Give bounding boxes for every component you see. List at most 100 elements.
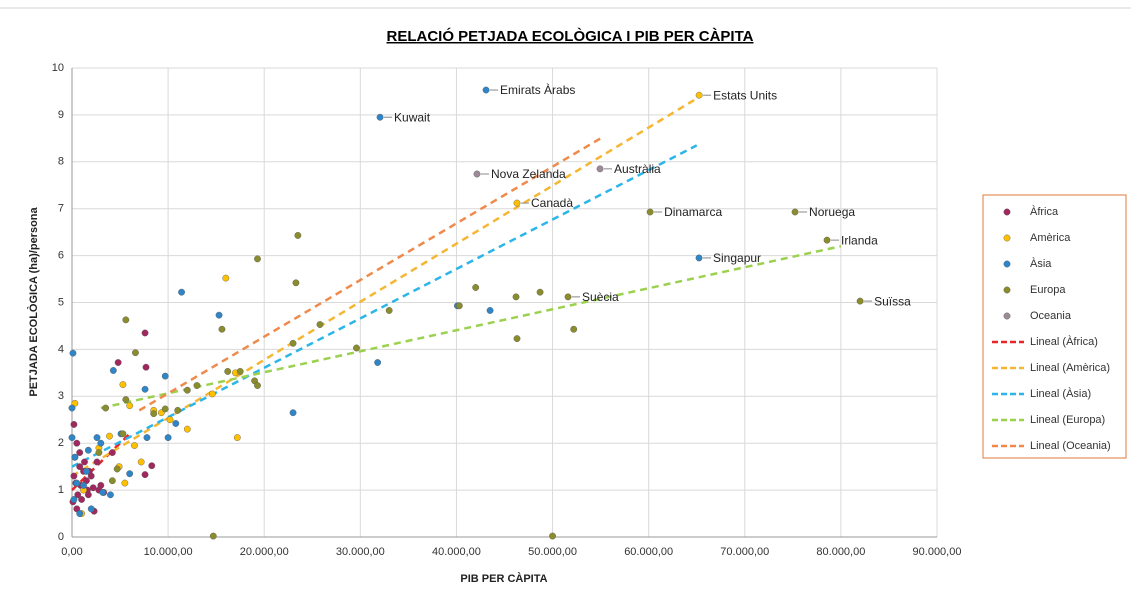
scatter-point bbox=[68, 404, 76, 412]
scatter-point bbox=[294, 232, 302, 239]
scatter-point bbox=[174, 406, 182, 414]
scatter-point bbox=[374, 359, 382, 366]
scatter-point bbox=[70, 496, 78, 503]
x-tick-label: 10.000,00 bbox=[144, 546, 193, 558]
scatter-point bbox=[80, 482, 87, 489]
legend-marker bbox=[1003, 234, 1011, 242]
point-label: Nova Zelanda bbox=[491, 167, 566, 181]
y-axis-label: PETJADA ECOLÒGICA (ha)/persona bbox=[27, 206, 40, 396]
scatter-point bbox=[233, 434, 241, 441]
scatter-point bbox=[570, 325, 578, 333]
y-tick-label: 2 bbox=[58, 437, 64, 449]
scatter-point bbox=[209, 532, 217, 540]
scatter-point bbox=[193, 382, 201, 389]
x-tick-label: 80.000,00 bbox=[816, 546, 865, 558]
scatter-point bbox=[107, 491, 114, 499]
scatter-point bbox=[482, 86, 490, 94]
x-tick-label: 40.000,00 bbox=[432, 546, 481, 558]
scatter-point bbox=[102, 404, 110, 412]
point-label: Dinamarca bbox=[664, 205, 722, 219]
scatter-point bbox=[126, 402, 134, 410]
legend-marker bbox=[1003, 286, 1011, 294]
scatter-point bbox=[376, 113, 384, 121]
scatter-point bbox=[71, 453, 79, 461]
scatter-point bbox=[512, 293, 520, 301]
scatter-point bbox=[596, 165, 604, 173]
point-label: Emirats Àrabs bbox=[500, 82, 575, 97]
scatter-point bbox=[89, 484, 97, 492]
legend-label: Lineal (Àsia) bbox=[1030, 387, 1091, 400]
point-label: Irlanda bbox=[841, 233, 878, 247]
scatter-point bbox=[513, 199, 521, 207]
x-tick-label: 50.000,00 bbox=[528, 546, 577, 558]
scatter-point bbox=[119, 430, 127, 438]
scatter-point bbox=[353, 344, 360, 352]
scatter-point bbox=[78, 496, 86, 503]
scatter-point bbox=[87, 505, 95, 513]
scatter-point bbox=[316, 321, 324, 328]
legend-marker bbox=[1003, 312, 1011, 320]
x-axis-label: PIB PER CÀPITA bbox=[460, 572, 547, 585]
scatter-point bbox=[141, 471, 149, 479]
scatter-point bbox=[208, 390, 216, 398]
scatter-point bbox=[564, 293, 572, 301]
scatter-point bbox=[121, 479, 129, 487]
scatter-point bbox=[114, 359, 122, 366]
scatter-point bbox=[791, 208, 799, 216]
point-label: Austràlia bbox=[614, 162, 661, 176]
scatter-point bbox=[122, 316, 130, 324]
y-tick-label: 9 bbox=[58, 109, 64, 121]
trend-line bbox=[71, 432, 131, 491]
scatter-point bbox=[108, 477, 116, 485]
legend-label: Oceania bbox=[1030, 310, 1072, 322]
scatter-point bbox=[254, 382, 261, 389]
trend-line bbox=[138, 137, 602, 412]
point-label: Noruega bbox=[809, 205, 855, 219]
x-tick-label: 60.000,00 bbox=[624, 546, 673, 558]
y-tick-label: 5 bbox=[58, 296, 64, 308]
scatter-point bbox=[513, 335, 521, 343]
scatter-point bbox=[142, 363, 150, 371]
point-label: Estats Units bbox=[713, 88, 777, 102]
scatter-point bbox=[76, 449, 84, 456]
scatter-point bbox=[109, 367, 117, 374]
legend-marker bbox=[1003, 208, 1011, 216]
legend-marker bbox=[1003, 260, 1011, 268]
legend-label: Àsia bbox=[1030, 257, 1052, 270]
scatter-point bbox=[126, 470, 134, 478]
scatter-point bbox=[70, 421, 78, 428]
x-tick-label: 90.000,00 bbox=[913, 546, 962, 558]
scatter-point bbox=[215, 311, 223, 319]
legend-label: Amèrica bbox=[1030, 232, 1071, 244]
scatter-point bbox=[222, 274, 230, 282]
scatter-point bbox=[74, 491, 82, 499]
legend-label: Europa bbox=[1030, 284, 1066, 296]
y-tick-label: 1 bbox=[58, 484, 64, 496]
scatter-point bbox=[473, 170, 481, 178]
legend-label: Àfrica bbox=[1030, 205, 1059, 218]
scatter-point bbox=[95, 449, 103, 456]
scatter-point bbox=[646, 208, 654, 216]
y-tick-label: 4 bbox=[58, 343, 64, 355]
scatter-point bbox=[164, 434, 172, 441]
chart-title: RELACIÓ PETJADA ECOLÒGICA I PIB PER CÀPI… bbox=[387, 27, 754, 45]
scatter-point bbox=[148, 462, 156, 470]
scatter-point bbox=[161, 372, 169, 380]
scatter-point bbox=[141, 329, 149, 337]
scatter-point bbox=[137, 458, 145, 466]
scatter-point bbox=[856, 297, 864, 305]
scatter-point bbox=[143, 434, 151, 441]
point-label: Canadà bbox=[531, 196, 573, 210]
trend-line bbox=[100, 244, 842, 410]
scatter-point bbox=[823, 236, 831, 244]
legend-label: Lineal (Oceania) bbox=[1030, 440, 1111, 452]
scatter-point bbox=[536, 288, 544, 296]
y-tick-label: 0 bbox=[58, 531, 64, 543]
scatter-point bbox=[486, 307, 494, 314]
scatter-point bbox=[695, 91, 703, 99]
scatter-point bbox=[73, 479, 81, 487]
y-tick-label: 10 bbox=[52, 62, 64, 74]
scatter-point bbox=[132, 349, 139, 357]
scatter-point bbox=[183, 386, 191, 394]
